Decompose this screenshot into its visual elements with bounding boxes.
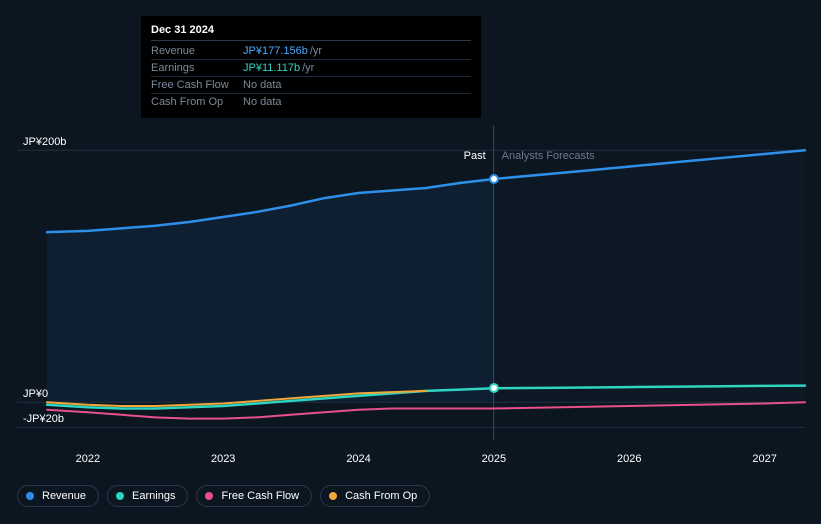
x-tick-label: 2024 <box>346 453 370 465</box>
legend-item-fcf[interactable]: Free Cash Flow <box>196 485 312 507</box>
legend-label: Free Cash Flow <box>221 490 299 502</box>
x-tick-label: 2023 <box>211 453 235 465</box>
y-tick-label: -JP¥20b <box>23 413 64 425</box>
x-tick-label: 2027 <box>752 453 776 465</box>
chart-legend: Revenue Earnings Free Cash Flow Cash From O… <box>17 485 430 507</box>
tooltip-row: EarningsJP¥11.117b /yr <box>151 60 471 77</box>
x-tick-label: 2022 <box>76 453 100 465</box>
tooltip-row-value: No data <box>243 96 282 108</box>
legend-dot-icon <box>116 492 124 500</box>
tooltip-row-value: No data <box>243 79 282 91</box>
tooltip-row-label: Earnings <box>151 62 243 74</box>
tooltip-row: Free Cash FlowNo data <box>151 77 471 94</box>
tooltip-row: Cash From OpNo data <box>151 94 471 110</box>
tooltip-row-value: JP¥177.156b <box>243 45 308 57</box>
tooltip-row-label: Revenue <box>151 45 243 57</box>
x-tick-label: 2026 <box>617 453 641 465</box>
legend-label: Earnings <box>132 490 175 502</box>
region-label-past: Past <box>464 150 486 162</box>
tooltip-rows: RevenueJP¥177.156b /yrEarningsJP¥11.117b… <box>151 43 471 110</box>
tooltip-row-unit: /yr <box>302 62 314 74</box>
tooltip-row-label: Free Cash Flow <box>151 79 243 91</box>
legend-dot-icon <box>205 492 213 500</box>
legend-item-earnings[interactable]: Earnings <box>107 485 188 507</box>
x-tick-label: 2025 <box>482 453 506 465</box>
tooltip-row-label: Cash From Op <box>151 96 243 108</box>
legend-label: Cash From Op <box>345 490 417 502</box>
tooltip-row-value: JP¥11.117b <box>243 62 300 74</box>
region-label-forecast: Analysts Forecasts <box>502 150 595 162</box>
y-tick-label: JP¥0 <box>23 388 48 400</box>
tooltip-date: Dec 31 2024 <box>151 24 471 41</box>
legend-dot-icon <box>329 492 337 500</box>
legend-dot-icon <box>26 492 34 500</box>
y-tick-label: JP¥200b <box>23 136 66 148</box>
chart-svg <box>17 125 805 470</box>
tooltip-row: RevenueJP¥177.156b /yr <box>151 43 471 60</box>
legend-label: Revenue <box>42 490 86 502</box>
tooltip-row-unit: /yr <box>310 45 322 57</box>
chart-tooltip: Dec 31 2024 RevenueJP¥177.156b /yrEarnin… <box>141 16 481 118</box>
earnings-revenue-chart[interactable]: JP¥200b JP¥0 -JP¥20b Past Analysts Forecasts… <box>17 125 805 445</box>
legend-item-cfo[interactable]: Cash From Op <box>320 485 430 507</box>
legend-item-revenue[interactable]: Revenue <box>17 485 99 507</box>
